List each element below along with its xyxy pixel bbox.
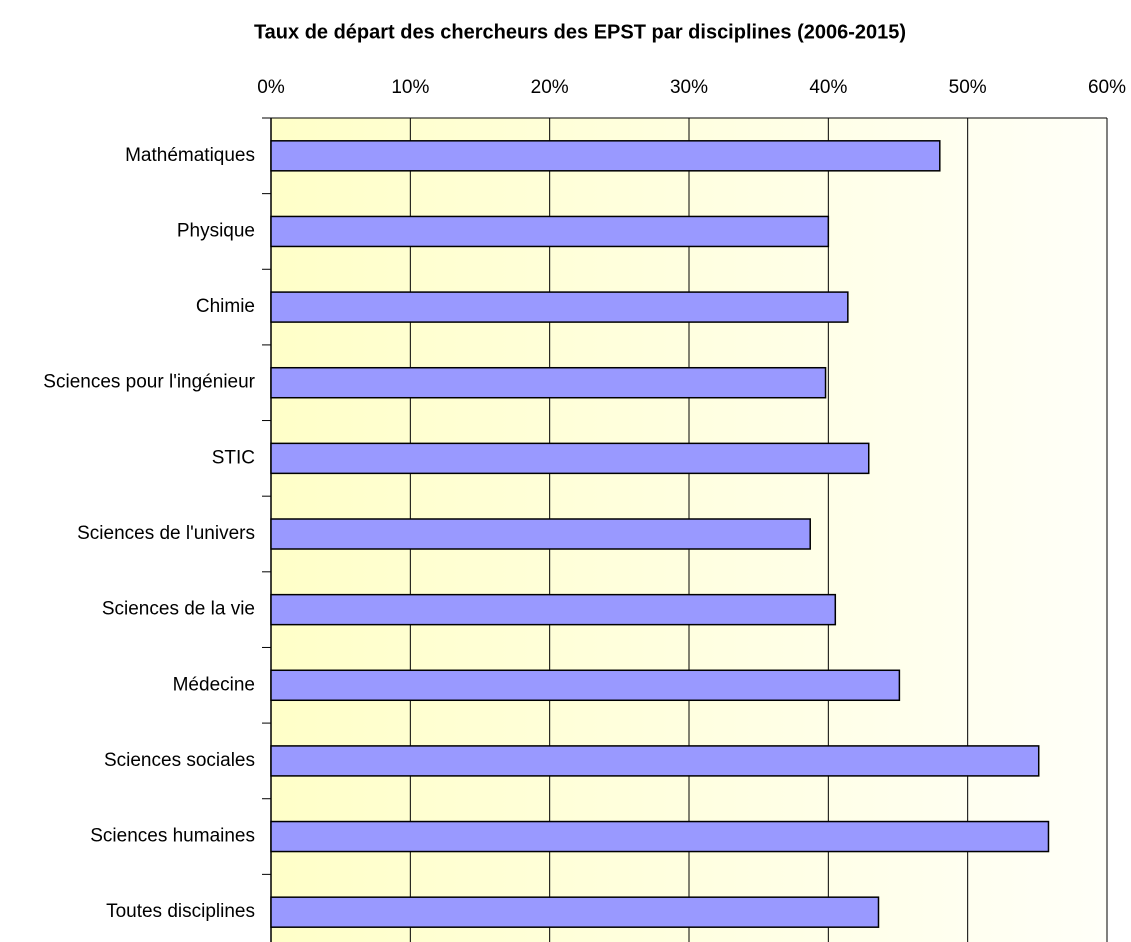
x-tick-label: 0% [257, 77, 285, 98]
y-tick-label: Toutes disciplines [106, 901, 255, 922]
y-tick-label: Physique [177, 220, 255, 241]
y-tick-label: Sciences pour l'ingénieur [43, 372, 255, 393]
bar [270, 366, 827, 399]
bar [270, 896, 880, 928]
bar [270, 745, 1040, 777]
y-tick-label: Sciences sociales [104, 750, 255, 771]
y-tick-label: Sciences humaines [90, 826, 255, 847]
x-tick-label: 10% [391, 77, 429, 98]
x-tick-label: 50% [949, 77, 987, 98]
bar [270, 442, 870, 475]
bar [270, 593, 837, 626]
x-tick-label: 40% [809, 77, 847, 98]
y-tick-label: Sciences de l'univers [77, 523, 255, 544]
bar [270, 291, 849, 323]
bar [270, 215, 830, 248]
bar [270, 669, 901, 702]
y-tick-label: Médecine [173, 674, 255, 695]
bar [270, 820, 1050, 853]
chart-title: Taux de départ des chercheurs des EPST p… [254, 21, 906, 43]
bar [270, 518, 811, 550]
x-tick-label: 30% [670, 77, 708, 98]
y-tick-label: Chimie [196, 296, 255, 317]
y-tick-label: STIC [212, 447, 255, 468]
y-tick-label: Mathématiques [125, 145, 255, 166]
x-tick-label: 60% [1088, 77, 1126, 98]
y-tick-label: Sciences de la vie [102, 599, 255, 620]
bar [270, 140, 941, 172]
x-tick-label: 20% [531, 77, 569, 98]
